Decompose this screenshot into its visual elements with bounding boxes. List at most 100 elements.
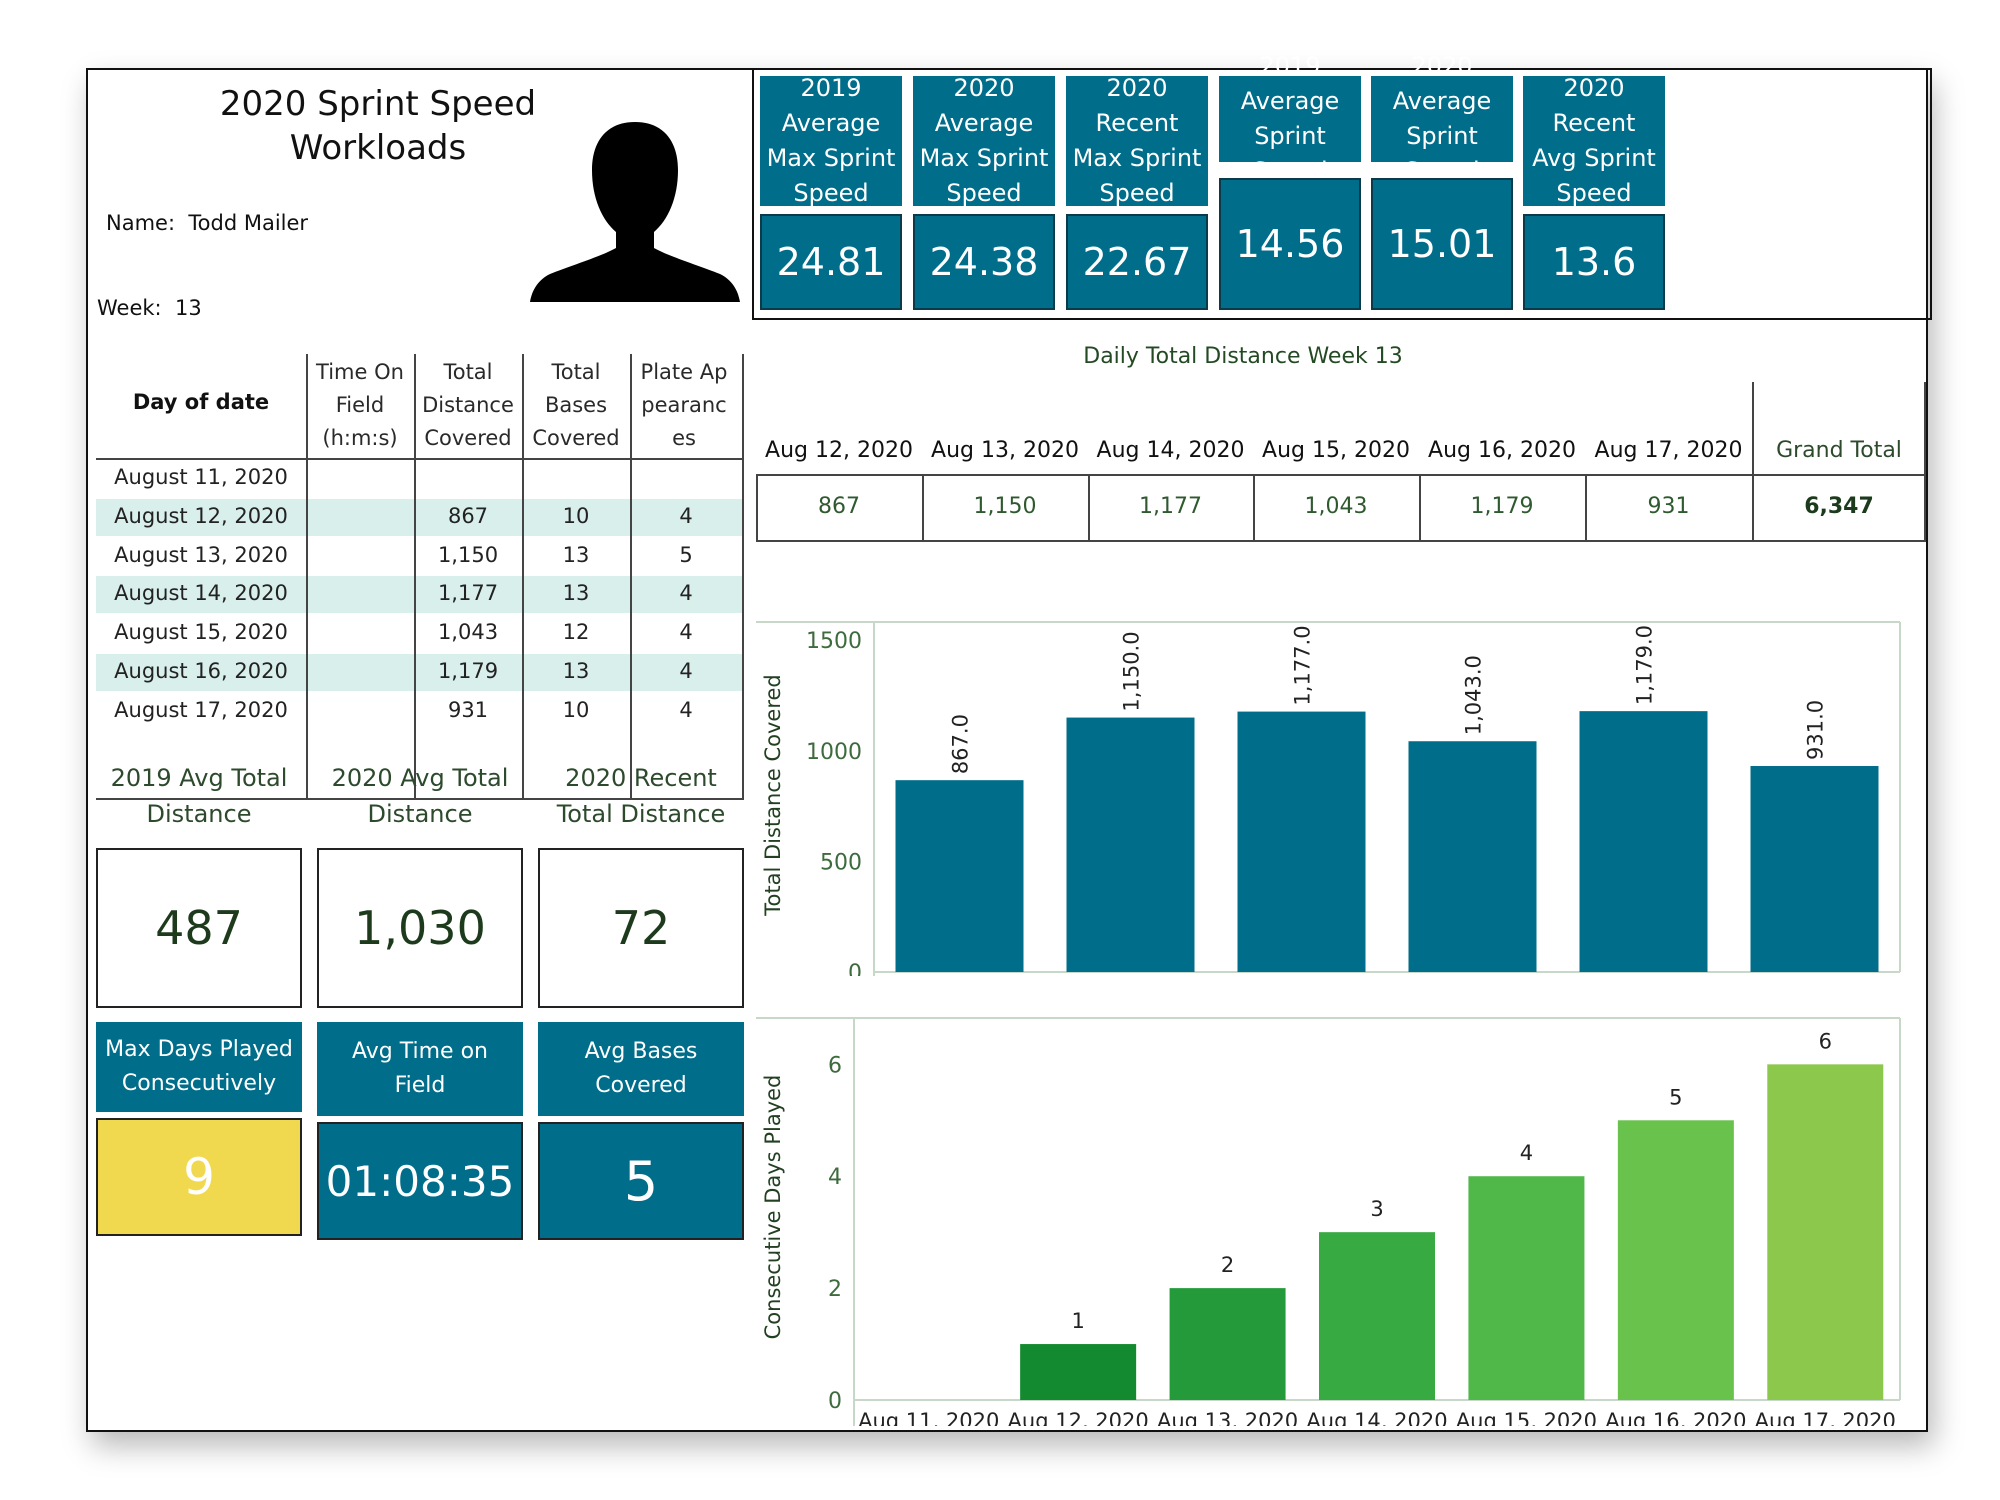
x-tick-label: Aug 11, 2020: [858, 1409, 999, 1426]
page-title: 2020 Sprint Speed Workloads: [188, 82, 568, 170]
daily-divider: [1253, 474, 1255, 542]
summary-value: 1,030: [317, 848, 523, 1008]
row-distance: 867: [447, 503, 489, 528]
bar-data-label: 4: [1520, 1141, 1533, 1165]
kpi-panel: [752, 68, 1932, 320]
col-header-distance-line: Covered: [424, 426, 512, 450]
kpi-label-line: Speed: [1556, 179, 1632, 207]
col-header-bases-line: Total: [551, 360, 601, 384]
kpi-value: 24.38: [913, 214, 1055, 310]
summary-value: 72: [538, 848, 744, 1008]
kpi-label-line: 2020 Recent: [1095, 74, 1179, 137]
summary-label: 2020 Avg Total Distance: [317, 760, 523, 832]
metric-label-line: Avg Time on: [352, 1039, 488, 1064]
row-day: August 13, 2020: [114, 542, 288, 567]
x-tick-label: Aug 16, 2020: [1605, 1409, 1746, 1426]
kpi-label-text: 2020 Recent Max Sprint Speed: [1070, 71, 1204, 211]
row-bases: 10: [562, 503, 590, 528]
col-header-time-line: Time On: [316, 360, 404, 384]
summary-label-line: 2019 Avg Total: [110, 764, 288, 792]
col-header-plate-line: Plate Ap: [640, 360, 728, 384]
col-header-bases-line: Bases: [544, 393, 608, 417]
name-label: Name:: [106, 211, 176, 235]
x-tick-label: Aug 14, 2020: [1306, 1409, 1447, 1426]
bar: [1750, 766, 1879, 972]
summary-label: 2019 Avg Total Distance: [96, 760, 302, 832]
x-tick-label: Aug 15, 2020: [1456, 1409, 1597, 1426]
bar-data-label: 3: [1370, 1197, 1383, 1221]
kpi-label-text: 2020 Average Sprint Speed: [1375, 49, 1509, 189]
y-tick-label: 500: [820, 850, 862, 875]
daily-col-header: Aug 17, 2020: [1594, 438, 1743, 463]
bar: [1617, 1120, 1734, 1400]
daily-value: 1,179: [1470, 494, 1534, 519]
kpi-label-line: 2020 Recent: [1552, 74, 1636, 137]
col-header-plate: Plate Ap pearanc es: [630, 356, 738, 455]
table-row: August 15, 2020 1,043 12 4: [96, 620, 744, 650]
col-header-time-line: Field: [335, 393, 385, 417]
col-header-day: Day of date: [132, 390, 270, 414]
col-header-bases: Total Bases Covered: [522, 356, 630, 455]
table-row-band: [96, 498, 744, 536]
bar: [1020, 1344, 1137, 1400]
kpi-label-text: 2019 Average Sprint Speed: [1223, 49, 1357, 189]
row-plate: 4: [679, 659, 693, 683]
table-row: August 14, 2020 1,177 13 4: [96, 581, 744, 611]
bar: [1468, 1176, 1585, 1400]
daily-value: 6,347: [1804, 494, 1874, 519]
table-row: August 12, 2020 867 10 4: [96, 504, 744, 534]
col-header-bases-line: Covered: [532, 426, 620, 450]
daily-value: 1,150: [973, 494, 1037, 519]
metric-label-line: Avg Bases: [584, 1039, 698, 1064]
daily-value: 931: [1647, 494, 1690, 519]
bar: [895, 780, 1024, 972]
bar-data-label: 1: [1071, 1309, 1084, 1333]
daily-col-header: Aug 16, 2020: [1428, 438, 1576, 463]
bar: [1066, 717, 1195, 972]
y-tick-label: 6: [828, 1053, 842, 1078]
x-tick-label: Aug 17, 2020: [1755, 1409, 1896, 1426]
metric-label-text: Avg Bases Covered: [585, 1035, 698, 1103]
y-axis-title: Consecutive Days Played: [761, 1075, 785, 1340]
week-row: Week: 13: [97, 296, 202, 320]
bar-data-label: 5: [1669, 1085, 1682, 1109]
title-line-2: Workloads: [289, 128, 467, 168]
metric-value: 01:08:35: [317, 1122, 523, 1240]
table-header-rule: [96, 458, 744, 460]
row-distance: 1,150: [437, 542, 499, 567]
kpi-label-line: Speed: [1099, 179, 1175, 207]
bar-data-label: 1,177.0: [1291, 625, 1315, 705]
daily-distance-table: Aug 12, 2020 Aug 13, 2020 Aug 14, 2020 Aug …: [756, 382, 1926, 542]
bar-data-label: 931.0: [1804, 700, 1828, 760]
x-tick-label: Aug 13, 2020: [1157, 1409, 1298, 1426]
table-row: August 13, 2020 1,150 13 5: [96, 543, 744, 573]
daily-divider: [1419, 474, 1421, 542]
col-header-distance: Total Distance Covered: [414, 356, 522, 455]
kpi-value: 13.6: [1523, 214, 1665, 310]
bar: [1579, 711, 1708, 972]
daily-divider: [756, 474, 758, 542]
kpi-label: 2019 Average Sprint Speed: [1219, 52, 1361, 185]
col-header-plate-line: es: [672, 426, 696, 450]
bar-data-label: 1,150.0: [1120, 631, 1144, 711]
kpi-value: 22.67: [1066, 214, 1208, 310]
bar-data-label: 1,043.0: [1462, 655, 1486, 735]
metric-label-line: Consecutively: [121, 1071, 277, 1096]
row-day: August 15, 2020: [114, 620, 288, 645]
bar-data-label: 1,179.0: [1633, 625, 1657, 705]
y-axis-title: Total Distance Covered: [761, 674, 785, 917]
activity-table: Day of date Time On Field (h:m:s) Total Dista…: [96, 354, 744, 800]
bar-data-label: 2: [1221, 1253, 1234, 1277]
col-header-plate-line: pearanc: [641, 393, 727, 417]
table-bottom-rule: [96, 798, 744, 800]
summary-value: 487: [96, 848, 302, 1008]
x-tick-label: Aug 12, 2020: [1008, 1409, 1149, 1426]
daily-value: 1,177: [1139, 494, 1202, 519]
table-divider: [306, 354, 308, 800]
kpi-label-line: 2019 Average: [1240, 52, 1340, 115]
kpi-label: 2019 Average Max Sprint Speed: [760, 74, 902, 207]
summary-label-line: 2020 Recent: [565, 764, 717, 792]
summary-label-line: Distance: [146, 800, 252, 828]
kpi-label-line: Speed: [793, 179, 869, 207]
